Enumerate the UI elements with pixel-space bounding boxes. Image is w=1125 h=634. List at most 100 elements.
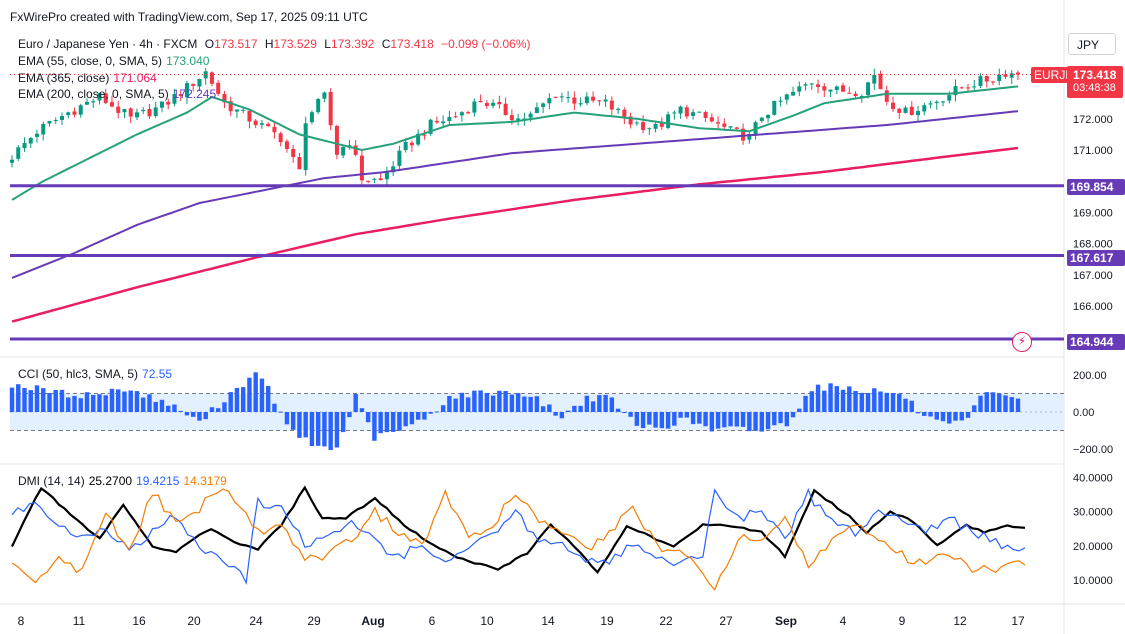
bar-countdown: 03:48:38 [1073,82,1116,94]
cci-bar [722,412,727,428]
candle-body [203,71,208,79]
candle-body [159,101,164,108]
candle-body [228,101,233,112]
cci-bar [615,408,621,412]
price-tick-label: 166.000 [1073,301,1113,313]
candle-body [28,138,33,144]
cci-bar [834,386,839,412]
symbol-label[interactable]: Euro / Japanese Yen · 4h · FXCM [18,37,198,51]
candle-body [378,178,383,181]
candle-body [922,105,927,112]
level-tag-2: 167.617 [1067,250,1125,266]
cci-bar [297,412,302,438]
cci-bar [553,412,558,416]
cci-bar [984,392,989,412]
dmi-legend[interactable]: DMI (14, 14) 25.2700 19.4215 14.3179 [18,474,227,488]
cci-bar [897,393,902,412]
candle-body [897,108,902,113]
cci-bar [928,412,933,417]
candle-body [666,114,671,128]
candle-body [328,91,333,126]
candle-body [503,103,508,116]
cci-bar [340,412,346,433]
cci-bar [28,390,33,412]
cci-bar [434,411,440,413]
cci-bar [740,412,746,427]
cci-bar [184,412,190,416]
cci-bar [878,391,883,412]
cci-bar [1015,398,1021,412]
price-tick-label: 172.000 [1073,114,1113,126]
candle-body [297,157,302,170]
lightning-icon[interactable]: ⚡ [1012,332,1032,352]
candle-body [659,122,664,127]
last-price-tag: 173.418 03:48:38 [1067,66,1123,98]
candle-body [241,109,246,111]
cci-bar [940,412,946,422]
cci-bar [9,387,15,412]
cci-bar [703,412,708,427]
candle-body [641,122,646,131]
cci-bar [365,412,371,423]
cci-bar [772,412,777,426]
candle-body [322,92,327,99]
cci-bar [459,392,465,412]
cci-bar [265,385,271,412]
candle-body [484,102,489,107]
cci-value: 72.55 [142,367,173,381]
candle-body [1009,73,1014,78]
candle-body [884,90,889,102]
candle-body [847,92,852,94]
cci-bar [372,412,377,441]
cci-bar [603,394,608,412]
cci-bar [153,401,158,412]
cci-bar [865,392,871,412]
cci-bar [659,412,665,429]
candle-body [984,75,989,82]
minus-di-line [11,488,1026,592]
time-tick-label: 6 [429,614,436,628]
candle-body [291,148,296,158]
candle-body [341,146,346,156]
ema200-legend[interactable]: EMA (200, close, 0, SMA, 5) 172.245 [18,87,217,101]
candle-body [316,98,321,113]
cci-bar [390,412,396,432]
cci-bar [715,412,721,429]
candle-body [859,95,864,97]
candle-body [184,83,189,98]
cci-legend[interactable]: CCI (50, hlc3, SMA, 5) 72.55 [18,367,173,381]
ema365-legend[interactable]: EMA (365, close) 171.064 [18,71,157,85]
ema55-legend[interactable]: EMA (55, close, 0, SMA, 5) 173.040 [18,54,210,68]
plus-di-line [11,487,1026,585]
candle-body [259,123,264,125]
currency-button[interactable]: JPY [1068,33,1116,55]
cci-bar [66,397,71,412]
cci-bar [247,377,252,412]
ema55-value: 173.040 [166,54,210,68]
cci-bar [397,412,402,431]
candle-body [209,72,214,84]
price-tick-label: 169.000 [1073,207,1113,219]
candle-body [547,98,552,104]
candle-body [416,133,421,145]
candle-body [872,74,877,84]
cci-bar [497,390,502,412]
cci-bar [947,412,952,424]
cci-bar [359,408,365,412]
ema365-line [11,146,1019,323]
time-tick-label: 14 [541,614,555,628]
candle-body [909,106,914,115]
candle-body [653,123,658,129]
level-tag-3: 164.944 [1067,334,1125,350]
candle-body [109,102,114,107]
cci-bar [790,412,796,418]
candle-body [591,96,596,101]
candle-body [10,159,14,163]
candle-body [47,121,52,124]
candle-body [953,86,958,96]
ema200-line [11,110,1019,279]
cci-bar [647,412,652,425]
cci-bar [597,395,602,412]
time-tick-label: 17 [1011,614,1025,628]
